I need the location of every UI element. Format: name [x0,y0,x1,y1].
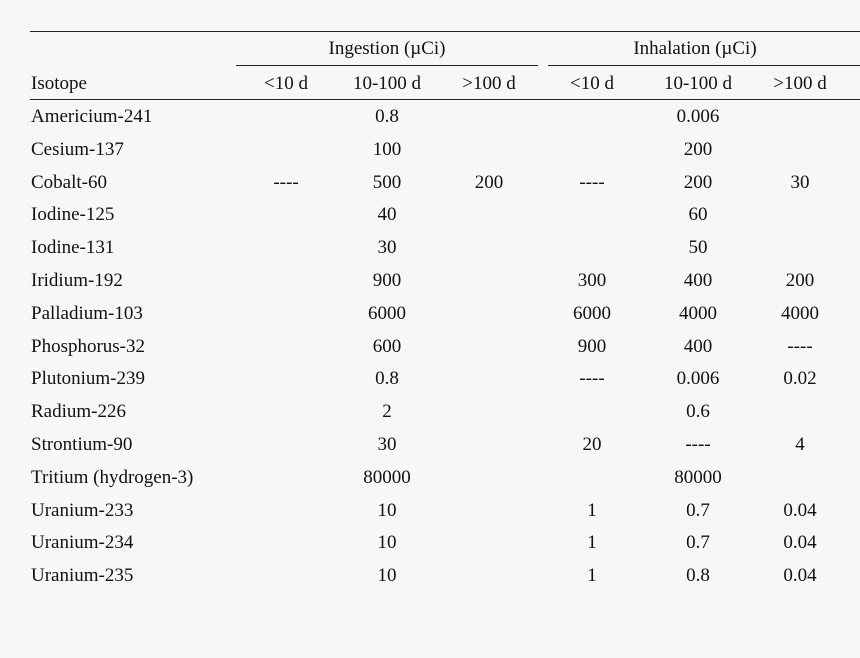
table-cell: 0.006 [676,106,720,127]
table-cell: 30 [377,237,397,259]
table-cell: 30 [377,434,397,455]
table-cell: 200 [785,270,815,291]
isotope-name: Iodine-125 [31,204,115,226]
table-cell: 80000 [363,466,411,488]
column-header-3: <10 d [570,73,614,94]
table-cell: 0.6 [686,401,710,423]
isotope-name: Strontium-90 [31,434,133,455]
table-cell: 60 [688,204,708,226]
table-cell: 6000 [573,302,611,324]
table-cell: 30 [790,171,810,193]
column-header-1: 10-100 d [352,73,422,94]
isotope-name: Plutonium-239 [31,368,146,390]
table-cell: 400 [683,270,713,291]
table-cell: ---- [579,368,605,390]
table-cell: 900 [372,270,402,291]
table-cell: 200 [683,138,713,160]
group-header-ingestion: Ingestion (µCi) [328,38,446,59]
table-cell: 900 [577,335,607,357]
table-cell: 40 [377,204,397,226]
table-cell: 1 [587,532,597,554]
table-cell: 0.02 [783,368,817,390]
table-cell: 4000 [781,302,819,324]
table-cell: 200 [683,171,713,193]
isotope-name: Cobalt-60 [31,171,107,193]
table-cell: ---- [685,434,711,455]
table-cell: 1 [587,565,597,587]
table-cell: 4000 [679,302,717,324]
column-header-4: 10-100 d [663,73,733,94]
table-cell: ---- [579,171,605,193]
table-cell: 50 [688,237,708,259]
table-cell: 0.7 [686,532,710,554]
table-cell: 0.8 [686,565,710,587]
isotope-name: Iridium-192 [31,270,123,291]
header-bottom-rule [30,99,860,100]
table-cell: 1 [587,499,597,521]
table-cell: 10 [377,532,397,554]
table-cell: 600 [372,335,402,357]
table-cell: 300 [577,270,607,291]
table-cell: 500 [372,171,402,193]
table-cell: 0.8 [375,106,399,127]
table-cell: 6000 [368,302,406,324]
isotope-name: Palladium-103 [31,302,143,324]
table-top-rule [30,31,860,32]
group-rule-inhalation [548,65,860,66]
table-cell: 4 [795,434,805,455]
group-header-inhalation: Inhalation (µCi) [633,38,757,59]
column-header-0: <10 d [264,73,308,94]
column-header-isotope: Isotope [31,73,87,94]
table-cell: 0.8 [375,368,399,390]
table-cell: 80000 [674,466,722,488]
isotope-name: Iodine-131 [31,237,115,259]
table-cell: ---- [273,171,299,193]
table-cell: 0.006 [676,368,720,390]
column-header-2: >100 d [462,73,516,94]
table-cell: 0.04 [783,499,817,521]
isotope-name: Cesium-137 [31,138,124,160]
group-rule-ingestion [236,65,538,66]
isotope-name: Uranium-233 [31,499,134,521]
table-cell: 20 [582,434,602,455]
table-cell: 0.04 [783,565,817,587]
table-cell: ---- [787,335,813,357]
table-cell: 10 [377,499,397,521]
table-cell: 400 [683,335,713,357]
table-cell: 200 [474,171,504,193]
table-cell: 0.7 [686,499,710,521]
table-cell: 2 [382,401,392,423]
table-cell: 100 [372,138,402,160]
isotope-name: Uranium-234 [31,532,134,554]
isotope-name: Americium-241 [31,106,153,127]
isotope-name: Radium-226 [31,401,126,423]
isotope-name: Phosphorus-32 [31,335,146,357]
isotope-name: Tritium (hydrogen-3) [31,466,194,488]
table-cell: 0.04 [783,532,817,554]
isotope-name: Uranium-235 [31,565,134,587]
column-header-5: >100 d [773,73,827,94]
table-cell: 10 [377,565,397,587]
